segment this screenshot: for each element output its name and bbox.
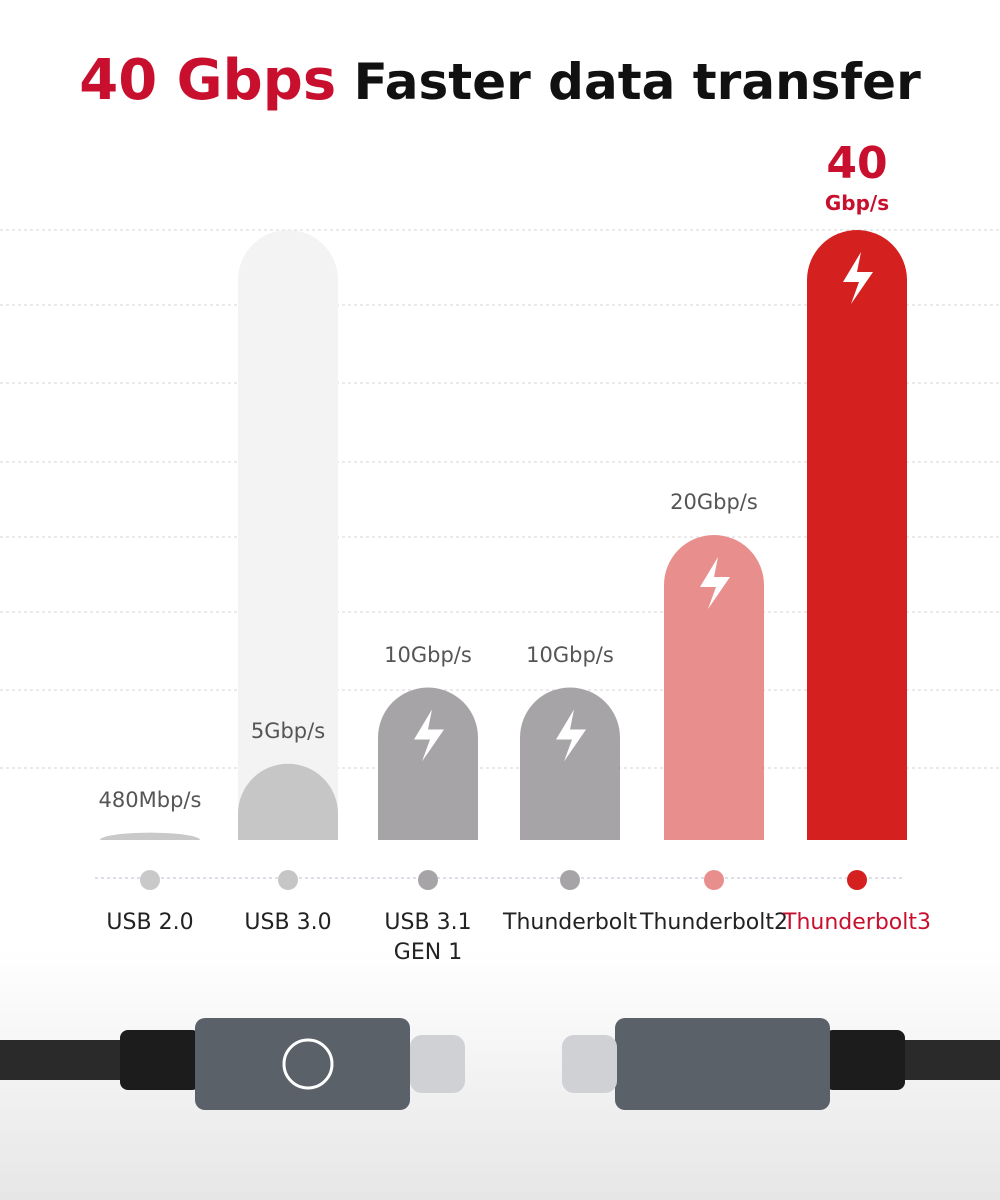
title-text: Faster data transfer <box>353 53 921 111</box>
bolt-icon <box>414 709 444 762</box>
cable-left <box>0 1018 465 1110</box>
background-bar <box>238 230 338 840</box>
cable-right <box>562 1018 1000 1110</box>
bar <box>238 763 338 840</box>
bar <box>664 535 764 840</box>
x-tick-label: USB 3.0 <box>244 910 332 935</box>
bar <box>807 230 907 840</box>
bar <box>100 832 200 840</box>
value-label: 5Gbp/s <box>250 718 326 743</box>
x-tick-label: USB 2.0 <box>106 910 194 935</box>
value-label: 40 <box>826 138 888 189</box>
value-label: 10Gbp/s <box>384 642 472 667</box>
title: 40 Gbps Faster data transfer <box>0 48 1000 113</box>
category-dot <box>418 870 438 890</box>
category-dot <box>560 870 580 890</box>
bolt-icon <box>700 557 730 609</box>
bars <box>100 230 907 890</box>
x-tick-label: Thunderbolt <box>503 910 637 935</box>
x-tick-label: USB 3.1 GEN 1 <box>384 910 472 965</box>
category-dot <box>140 870 160 890</box>
x-tick-label: Thunderbolt3 <box>783 910 931 935</box>
bar <box>520 687 620 840</box>
title-highlight: 40 Gbps <box>79 48 337 113</box>
category-dot <box>278 870 298 890</box>
category-dot <box>704 870 724 890</box>
bolt-icon <box>843 252 873 304</box>
value-label: 20Gbp/s <box>670 490 758 514</box>
bolt-icon <box>556 709 586 762</box>
bar <box>378 687 478 840</box>
category-dot <box>847 870 867 890</box>
x-tick-label: Thunderbolt2 <box>640 910 788 935</box>
value-label: 480Mbp/s <box>98 787 202 812</box>
guides <box>0 229 1000 879</box>
value-unit: Gbp/s <box>824 191 890 215</box>
value-label: 10Gbp/s <box>526 642 614 667</box>
